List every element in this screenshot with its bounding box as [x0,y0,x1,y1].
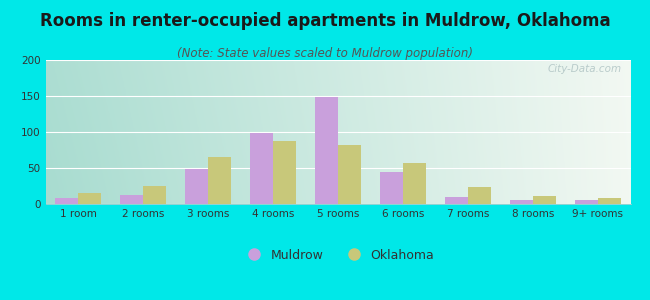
Bar [55,198,78,204]
Bar [338,145,361,204]
Legend: Muldrow, Oklahoma: Muldrow, Oklahoma [237,244,439,267]
Bar [598,198,621,204]
Text: City-Data.com: City-Data.com [547,64,621,74]
Text: Rooms in renter-occupied apartments in Muldrow, Oklahoma: Rooms in renter-occupied apartments in M… [40,12,610,30]
Bar [250,134,273,204]
Bar [185,169,208,204]
Bar [445,197,468,204]
Bar [315,98,338,204]
Bar [273,141,296,204]
Bar [575,200,598,204]
Bar [510,200,533,204]
Bar [380,172,403,204]
Bar [120,195,143,204]
Bar [208,157,231,204]
Bar [533,196,556,204]
Bar [403,163,426,204]
Text: (Note: State values scaled to Muldrow population): (Note: State values scaled to Muldrow po… [177,46,473,59]
Bar [143,186,166,204]
Bar [78,193,101,204]
Bar [468,187,491,204]
